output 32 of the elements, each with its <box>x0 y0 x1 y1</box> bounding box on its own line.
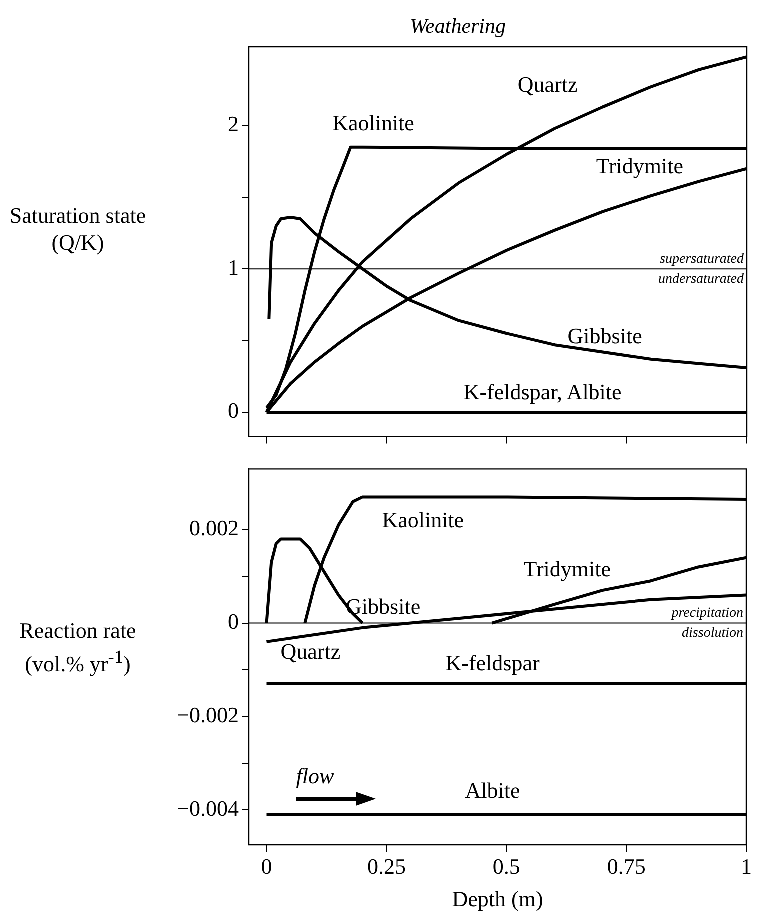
series-label: K-feldspar, Albite <box>464 380 622 405</box>
x-tick-label: 0.75 <box>607 854 646 879</box>
x-axis-title: Depth (m) <box>452 886 544 912</box>
annotation: dissolution <box>682 626 744 641</box>
y-tick-label: −0.002 <box>177 702 239 728</box>
annotation: precipitation <box>670 606 744 621</box>
annotation: undersaturated <box>658 272 745 287</box>
y-tick-label: −0.004 <box>177 796 239 821</box>
y-tick-label: 0 <box>228 609 239 634</box>
series-label: Quartz <box>280 639 341 664</box>
series-label: K-feldspar <box>446 650 540 676</box>
y-tick-label: 2 <box>228 112 239 137</box>
x-tick-label: 0.5 <box>492 854 520 879</box>
series-label: Kaolinite <box>382 508 464 533</box>
x-tick-label: 0.25 <box>367 854 406 879</box>
annotation: flow <box>296 763 334 788</box>
y-tick-label: 1 <box>228 254 239 280</box>
x-tick-label: 1 <box>741 854 752 879</box>
y-axis-title: Saturation state (Q/K) <box>8 202 148 256</box>
y-axis-title: Reaction rate (vol.% yr$^{-1}$) <box>18 617 138 678</box>
y-tick-label: 0 <box>228 398 239 424</box>
annotation: supersaturated <box>660 252 745 267</box>
x-tick-label: 0 <box>261 854 272 879</box>
y-tick-label: 0.002 <box>190 516 239 541</box>
series-label: Tridymite <box>524 556 612 582</box>
series-label: Albite <box>465 778 520 804</box>
series-label: Quartz <box>518 72 578 97</box>
series-label: Gibbsite <box>568 324 642 349</box>
chart-title: Weathering <box>408 14 508 39</box>
series-label: Tridymite <box>596 154 684 179</box>
series-label: Kaolinite <box>332 110 414 136</box>
series-label: Gibbsite <box>346 594 421 620</box>
